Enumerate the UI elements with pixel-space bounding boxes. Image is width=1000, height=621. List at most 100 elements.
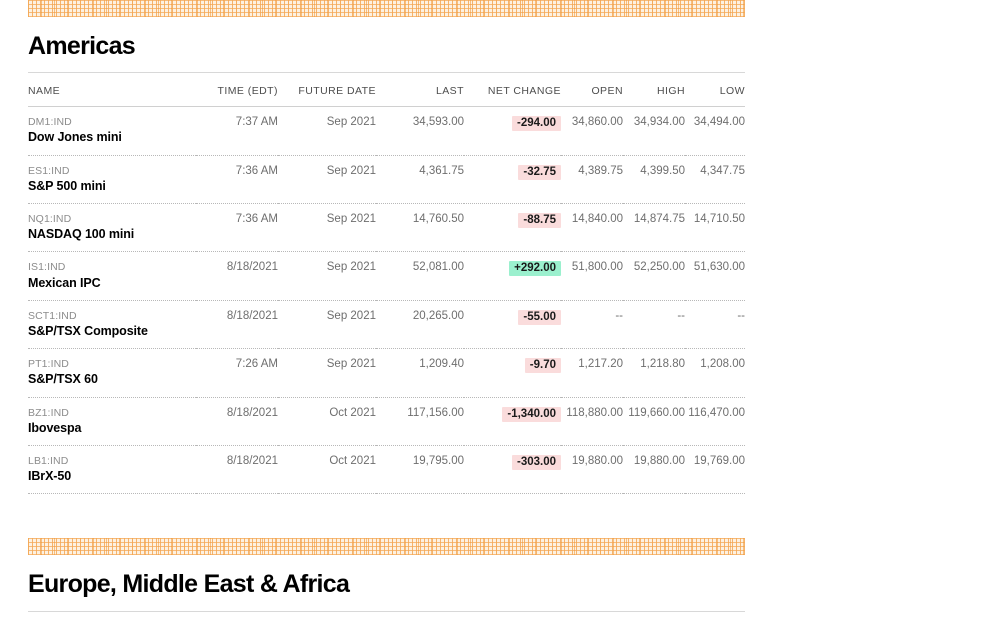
security-name-cell[interactable]: PT1:IND S&P/TSX 60	[28, 348, 196, 398]
table-row[interactable]: DM1:IND Dow Jones mini 7:37 AM Sep 2021 34,5…	[28, 106, 745, 156]
low-price-cell: 1,208.00	[685, 348, 745, 398]
security-name-cell[interactable]: ES1:IND S&P 500 mini	[28, 155, 196, 205]
decorative-plaid-banner	[28, 538, 745, 556]
column-header[interactable]: HIGH	[623, 73, 685, 108]
column-header[interactable]: LOW	[685, 611, 745, 621]
future-date-cell: Sep 2021	[278, 348, 376, 398]
table-row[interactable]: PT1:IND S&P/TSX 60 7:26 AM Sep 2021 1,209.40…	[28, 348, 745, 398]
security-name-cell[interactable]: DM1:IND Dow Jones mini	[28, 106, 196, 156]
last-price-cell: 20,265.00	[376, 300, 464, 350]
net-change-cell: -9.70	[464, 348, 561, 398]
open-price-cell: --	[561, 300, 623, 350]
net-change-badge: -32.75	[518, 164, 561, 180]
future-date-cell: Sep 2021	[278, 203, 376, 253]
section-spacer	[0, 494, 1000, 538]
future-date-cell: Sep 2021	[278, 251, 376, 301]
column-header[interactable]: TIME (EDT)	[196, 611, 278, 621]
future-date-cell: Sep 2021	[278, 155, 376, 205]
net-change-badge: -1,340.00	[502, 406, 561, 422]
net-change-badge: -294.00	[511, 116, 561, 132]
net-change-cell: -55.00	[464, 300, 561, 350]
column-header[interactable]: FUTURE DATE	[278, 73, 376, 108]
low-price-cell: 51,630.00	[685, 251, 745, 301]
table-row[interactable]: BZ1:IND Ibovespa 8/18/2021 Oct 2021 117,156.…	[28, 397, 745, 446]
last-price-cell: 34,593.00	[376, 106, 464, 156]
open-price-cell: 51,800.00	[561, 251, 623, 301]
ticker-symbol: ES1:IND	[28, 164, 70, 177]
column-header[interactable]: LAST	[376, 73, 464, 108]
last-price-cell: 1,209.40	[376, 348, 464, 398]
last-price-cell: 52,081.00	[376, 251, 464, 301]
net-change-badge: -55.00	[518, 309, 561, 325]
net-change-badge: -303.00	[511, 454, 561, 470]
security-name-cell[interactable]: NQ1:IND NASDAQ 100 mini	[28, 203, 196, 253]
section-title: Americas	[28, 32, 136, 60]
security-name-cell[interactable]: LB1:IND IBrX-50	[28, 445, 196, 495]
decorative-plaid-banner	[28, 0, 745, 17]
high-price-cell: 14,874.75	[623, 203, 685, 253]
table-row[interactable]: SCT1:IND S&P/TSX Composite 8/18/2021 Sep 20…	[28, 300, 745, 350]
security-name-cell[interactable]: IS1:IND Mexican IPC	[28, 251, 196, 301]
security-name: IBrX-50	[28, 469, 72, 483]
last-price-cell: 19,795.00	[376, 445, 464, 495]
low-price-cell: 4,347.75	[685, 155, 745, 205]
net-change-cell: +292.00	[464, 251, 561, 301]
security-name: Ibovespa	[28, 420, 82, 435]
last-price-cell: 4,361.75	[376, 155, 464, 205]
ticker-symbol: PT1:IND	[28, 358, 69, 371]
open-price-cell: 4,389.75	[561, 155, 623, 205]
time-cell: 8/18/2021	[196, 445, 278, 495]
future-date-cell: Oct 2021	[278, 397, 376, 446]
column-header[interactable]: TIME (EDT)	[196, 73, 278, 108]
column-header[interactable]: NET CHANGE	[464, 73, 561, 108]
ticker-symbol: BZ1:IND	[28, 406, 69, 419]
column-header[interactable]: NAME	[28, 73, 196, 108]
column-header[interactable]: NAME	[28, 611, 196, 621]
last-price-cell: 117,156.00	[376, 397, 464, 446]
high-price-cell: 1,218.80	[623, 348, 685, 398]
net-change-badge: -88.75	[518, 213, 561, 228]
table-row[interactable]: LB1:IND IBrX-50 8/18/2021 Oct 2021 19,795.00…	[28, 445, 745, 495]
ticker-symbol: IS1:IND	[28, 261, 66, 274]
column-header[interactable]: HIGH	[623, 611, 685, 621]
table-row[interactable]: ES1:IND S&P 500 mini 7:36 AM Sep 2021 4,361.…	[28, 155, 745, 205]
low-price-cell: --	[685, 300, 745, 350]
security-name: S&P 500 mini	[28, 178, 106, 193]
column-header[interactable]: OPEN	[561, 611, 623, 621]
security-name-cell[interactable]: BZ1:IND Ibovespa	[28, 397, 196, 446]
high-price-cell: 19,880.00	[623, 445, 685, 495]
time-cell: 8/18/2021	[196, 251, 278, 301]
net-change-cell: -303.00	[464, 445, 561, 495]
column-header[interactable]: LOW	[685, 73, 745, 108]
low-price-cell: 19,769.00	[685, 445, 745, 495]
future-date-cell: Sep 2021	[278, 106, 376, 156]
open-price-cell: 1,217.20	[561, 348, 623, 398]
open-price-cell: 118,880.00	[561, 397, 623, 446]
security-name: S&P/TSX 60	[28, 372, 98, 387]
table-row[interactable]: NQ1:IND NASDAQ 100 mini 7:36 AM Sep 2021 14,…	[28, 203, 745, 253]
net-change-cell: -88.75	[464, 203, 561, 253]
security-name: Mexican IPC	[28, 275, 101, 290]
column-header[interactable]: LAST	[376, 611, 464, 621]
low-price-cell: 116,470.00	[685, 397, 745, 446]
section-divider	[28, 72, 745, 74]
time-cell: 8/18/2021	[196, 300, 278, 350]
time-cell: 8/18/2021	[196, 397, 278, 446]
column-header[interactable]: NET CHANGE	[464, 611, 561, 621]
column-header[interactable]: FUTURE DATE	[278, 611, 376, 621]
column-header[interactable]: OPEN	[561, 73, 623, 108]
market-section: Americas NAME TIME (EDT) FUTURE DATE LAST NET…	[28, 32, 745, 495]
ticker-symbol: LB1:IND	[28, 454, 69, 467]
ticker-symbol: SCT1:IND	[28, 309, 77, 322]
open-price-cell: 14,840.00	[561, 203, 623, 253]
high-price-cell: 52,250.00	[623, 251, 685, 301]
future-date-cell: Oct 2021	[278, 445, 376, 495]
table-row[interactable]: IS1:IND Mexican IPC 8/18/2021 Sep 2021 52,08…	[28, 251, 745, 301]
open-price-cell: 34,860.00	[561, 106, 623, 156]
section-divider	[28, 610, 745, 612]
security-name-cell[interactable]: SCT1:IND S&P/TSX Composite	[28, 300, 196, 350]
high-price-cell: 119,660.00	[623, 397, 685, 446]
